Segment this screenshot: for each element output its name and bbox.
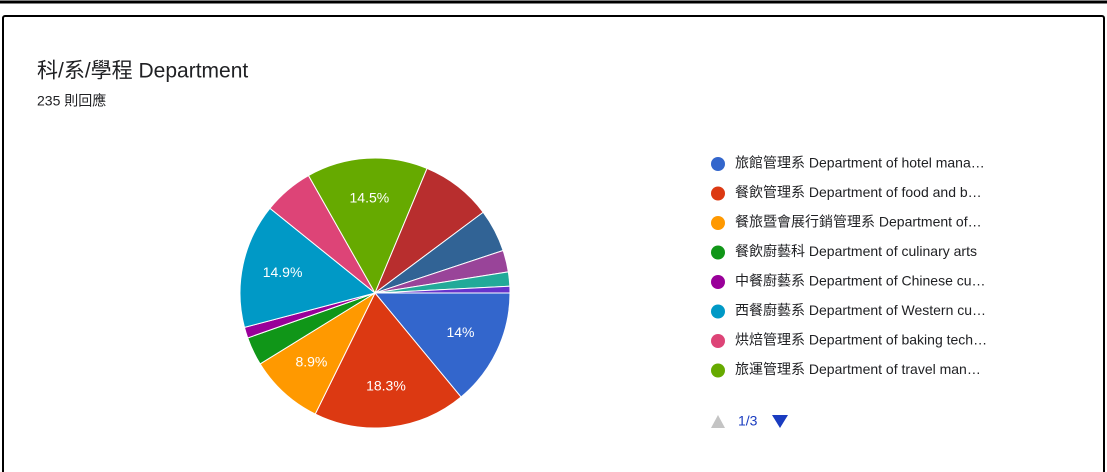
prev-page[interactable]	[711, 415, 725, 428]
legend-swatch	[711, 363, 725, 378]
legend-label: 餐飲廚藝科 Department of culinary arts	[735, 243, 977, 259]
legend-swatch	[711, 304, 725, 319]
legend-swatch	[711, 334, 725, 348]
legend-label: 西餐廚藝系 Department of Western cu…	[735, 302, 986, 318]
slice-label: 8.9%	[295, 354, 327, 370]
card	[2, 15, 1105, 472]
legend-swatch	[711, 216, 725, 230]
slice-label: 14.9%	[263, 264, 303, 280]
chart-title: 科/系/學程 Department	[37, 60, 248, 83]
legend-label: 中餐廚藝系 Department of Chinese cu…	[735, 273, 986, 289]
legend-swatch	[711, 186, 725, 201]
pie-slice	[374, 285, 511, 294]
pie-slice	[307, 157, 428, 295]
next-page[interactable]	[772, 415, 788, 428]
slice-label: 14.5%	[350, 189, 390, 205]
slice-label: 18.3%	[366, 378, 406, 394]
pagination: 1/3	[738, 413, 758, 429]
legend-label: 旅館管理系 Department of hotel mana…	[735, 155, 985, 171]
legend-label: 餐旅暨會展行銷管理系 Department of…	[735, 214, 982, 230]
pie-slice	[373, 292, 511, 398]
pie-slice	[314, 292, 462, 429]
response-count: 235 則回應	[37, 93, 106, 109]
pie-slice	[239, 207, 377, 329]
legend-swatch	[711, 275, 725, 289]
legend-label: 餐飲管理系 Department of food and b…	[735, 184, 982, 200]
legend-label: 烘焙管理系 Department of baking tech…	[735, 332, 987, 348]
slice-label: 14%	[446, 324, 474, 340]
legend-swatch	[711, 245, 725, 260]
legend-swatch	[711, 157, 725, 171]
legend-label: 旅運管理系 Department of travel man…	[735, 361, 981, 377]
